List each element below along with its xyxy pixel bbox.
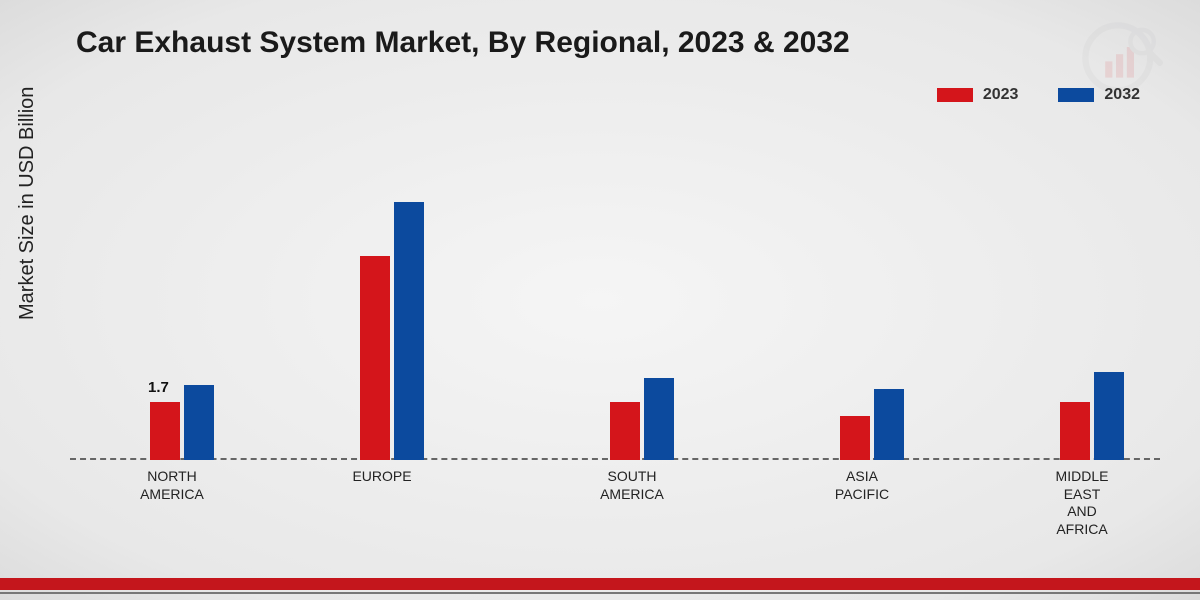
legend-item-2032: 2032: [1058, 86, 1140, 104]
bar-group: [840, 389, 904, 460]
bar-2023: [150, 402, 180, 460]
y-axis-label: Market Size in USD Billion: [16, 87, 39, 320]
bar-2032: [644, 378, 674, 460]
bar-group: [360, 202, 424, 460]
bar-group: [150, 385, 214, 460]
x-axis-category-label: EUROPE: [342, 468, 422, 486]
legend-swatch-2023: [937, 88, 973, 102]
bar-2023: [840, 416, 870, 460]
footer-accent-bar: [0, 578, 1200, 590]
legend-swatch-2032: [1058, 88, 1094, 102]
x-axis-category-label: SOUTH AMERICA: [592, 468, 672, 503]
bar-value-label: 1.7: [148, 379, 169, 396]
chart-title: Car Exhaust System Market, By Regional, …: [76, 26, 850, 60]
x-axis-category-label: NORTH AMERICA: [132, 468, 212, 503]
bar-2023: [1060, 402, 1090, 460]
legend-label-2023: 2023: [983, 86, 1019, 104]
bar-2023: [360, 256, 390, 460]
legend-label-2032: 2032: [1104, 86, 1140, 104]
x-axis-category-label: MIDDLE EAST AND AFRICA: [1042, 468, 1122, 538]
bar-group: [1060, 372, 1124, 460]
footer-line: [0, 592, 1200, 594]
bar-2023: [610, 402, 640, 460]
bar-2032: [394, 202, 424, 460]
legend: 2023 2032: [937, 86, 1140, 104]
bar-2032: [874, 389, 904, 460]
plot-area: 1.7: [70, 120, 1160, 460]
x-axis-labels: NORTH AMERICA EUROPE SOUTH AMERICA ASIA PAC…: [70, 468, 1160, 548]
x-axis-category-label: ASIA PACIFIC: [822, 468, 902, 503]
legend-item-2023: 2023: [937, 86, 1019, 104]
bar-group: [610, 378, 674, 460]
bar-2032: [184, 385, 214, 460]
bar-2032: [1094, 372, 1124, 460]
